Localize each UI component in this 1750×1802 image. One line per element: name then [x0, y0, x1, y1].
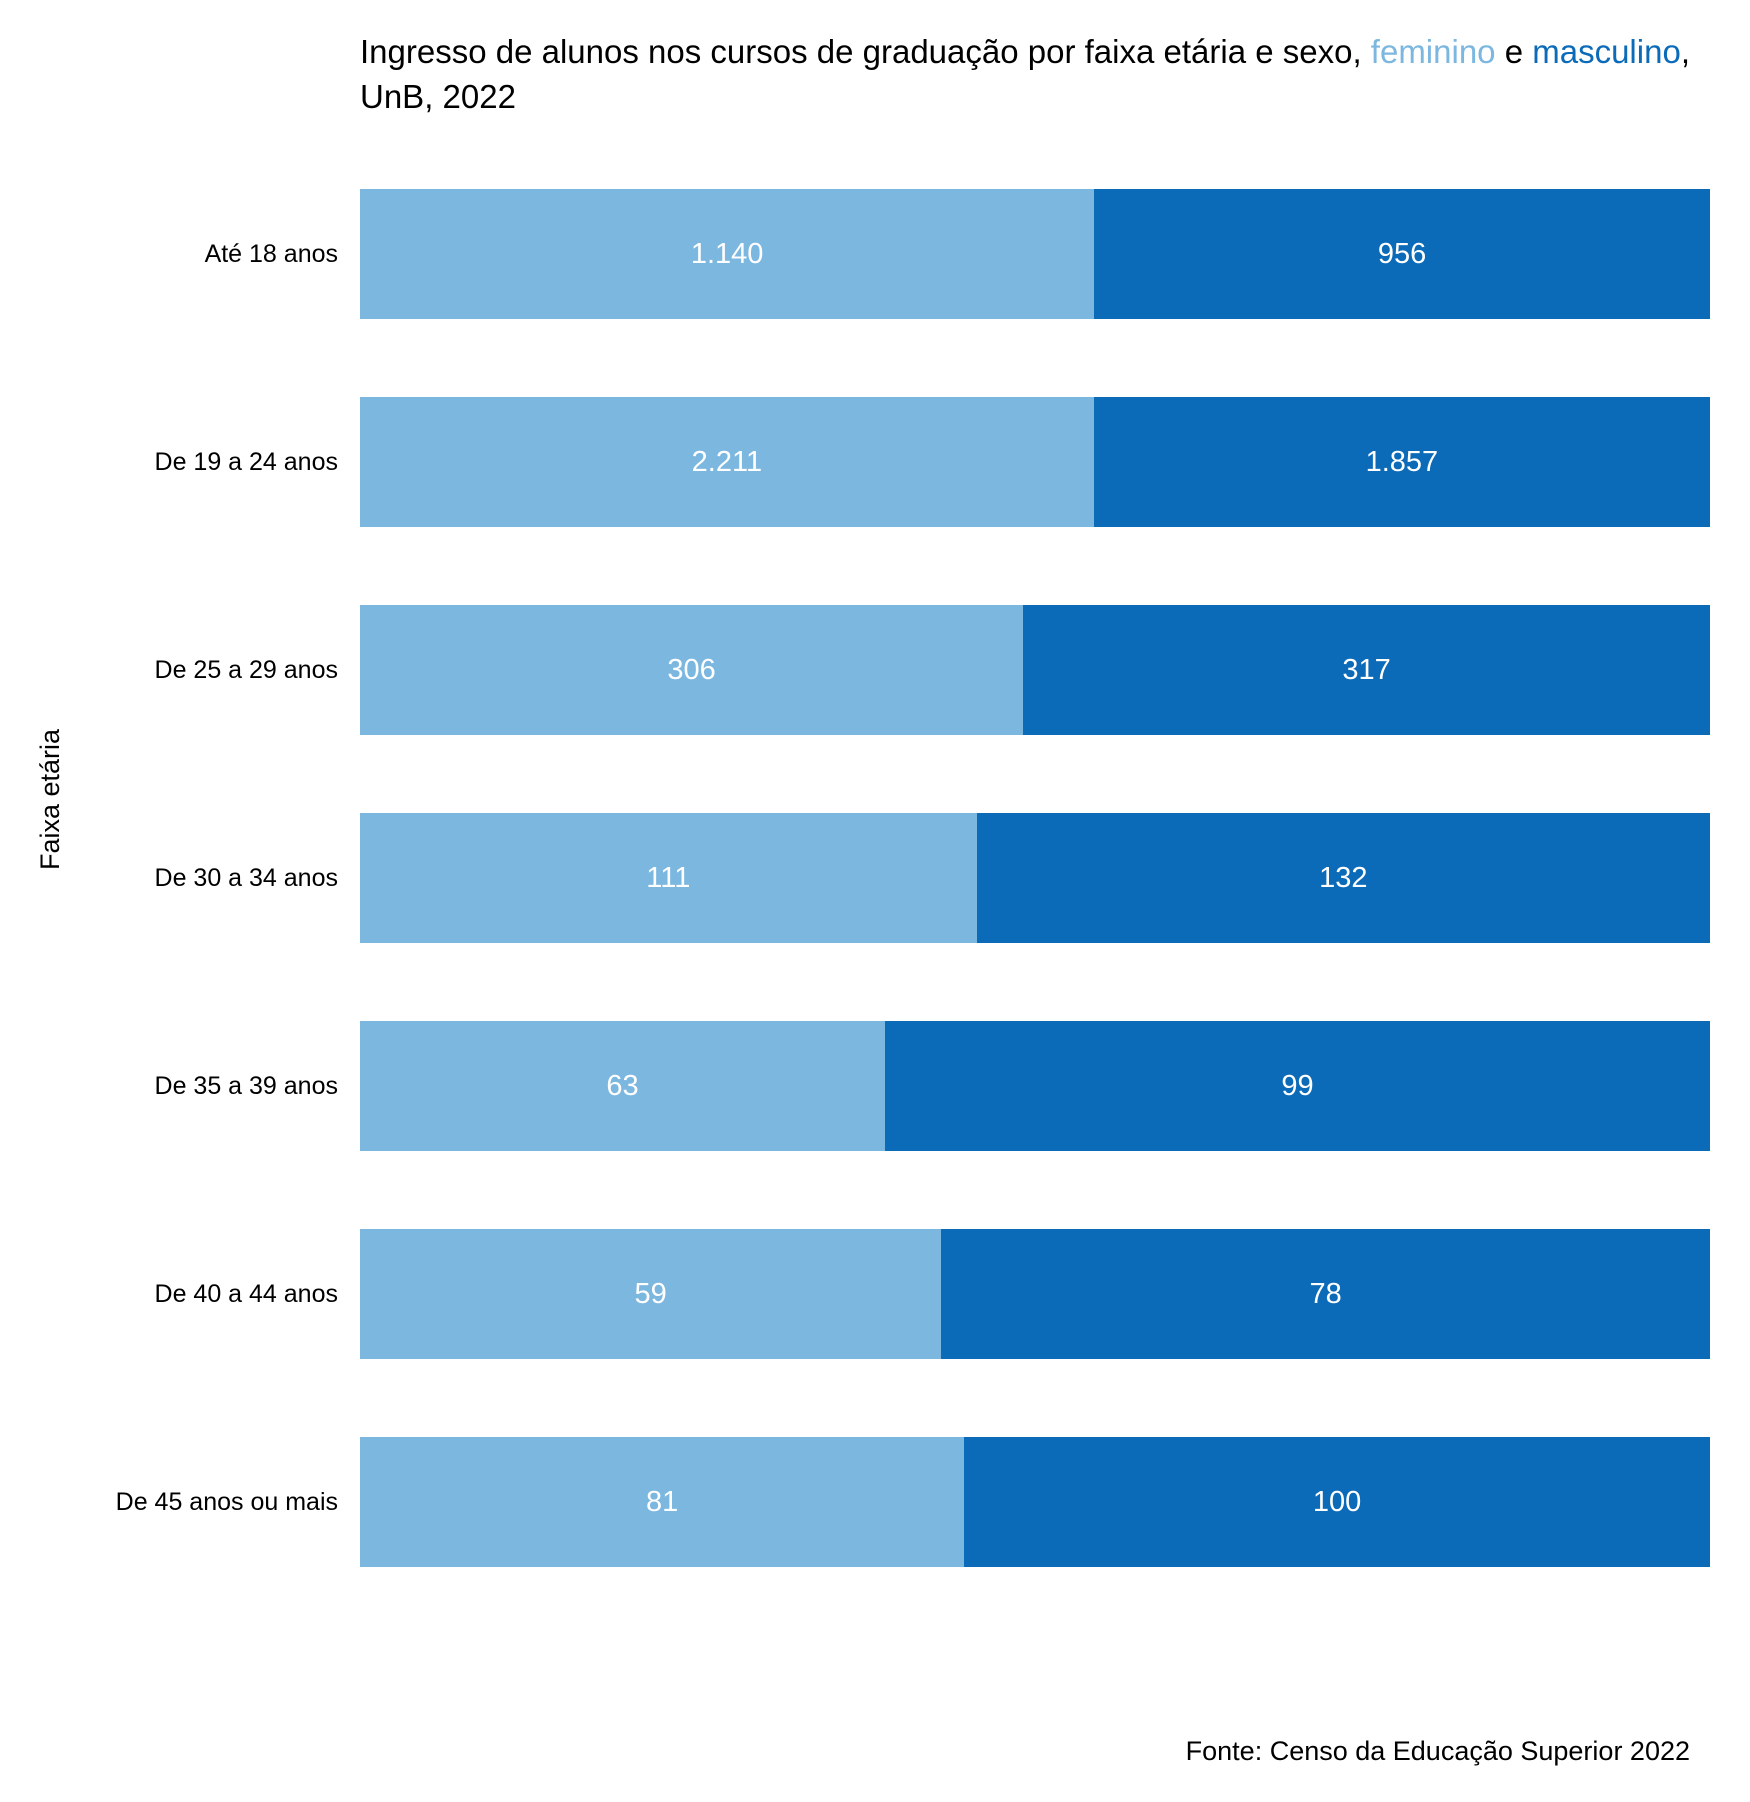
category-label: De 25 a 29 anos	[100, 656, 360, 685]
title-feminino: feminino	[1371, 33, 1496, 70]
bar-track: 111132	[360, 813, 1710, 943]
bar-segment-masculino: 78	[941, 1229, 1710, 1359]
bar-segment-masculino: 100	[964, 1437, 1710, 1567]
bar-segment-feminino: 1.140	[360, 189, 1094, 319]
category-label: De 45 anos ou mais	[100, 1488, 360, 1517]
bar-track: 81100	[360, 1437, 1710, 1567]
bar-track: 306317	[360, 605, 1710, 735]
bar-track: 2.2111.857	[360, 397, 1710, 527]
y-axis-label: Faixa etária	[35, 729, 66, 870]
bar-track: 5978	[360, 1229, 1710, 1359]
category-label: De 40 a 44 anos	[100, 1280, 360, 1309]
category-label: Até 18 anos	[100, 240, 360, 269]
chart-source: Fonte: Censo da Educação Superior 2022	[1186, 1736, 1690, 1767]
bar-segment-masculino: 132	[977, 813, 1710, 943]
title-masculino: masculino	[1532, 33, 1681, 70]
bar-row: Até 18 anos1.140956	[100, 189, 1710, 319]
bar-row: De 40 a 44 anos5978	[100, 1229, 1710, 1359]
bar-segment-masculino: 99	[885, 1021, 1710, 1151]
bar-row: De 25 a 29 anos306317	[100, 605, 1710, 735]
bar-segment-feminino: 306	[360, 605, 1023, 735]
category-label: De 19 a 24 anos	[100, 448, 360, 477]
bar-segment-feminino: 81	[360, 1437, 964, 1567]
chart-container: Ingresso de alunos nos cursos de graduaç…	[0, 0, 1750, 1802]
bar-segment-feminino: 59	[360, 1229, 941, 1359]
bar-segment-feminino: 2.211	[360, 397, 1094, 527]
bar-track: 6399	[360, 1021, 1710, 1151]
bar-segment-feminino: 111	[360, 813, 977, 943]
bar-row: De 30 a 34 anos111132	[100, 813, 1710, 943]
title-text-prefix: Ingresso de alunos nos cursos de graduaç…	[360, 33, 1371, 70]
bar-segment-masculino: 956	[1094, 189, 1710, 319]
category-label: De 30 a 34 anos	[100, 864, 360, 893]
bar-track: 1.140956	[360, 189, 1710, 319]
bar-row: De 45 anos ou mais81100	[100, 1437, 1710, 1567]
bar-row: De 19 a 24 anos2.2111.857	[100, 397, 1710, 527]
category-label: De 35 a 39 anos	[100, 1072, 360, 1101]
bar-segment-feminino: 63	[360, 1021, 885, 1151]
bars-area: Até 18 anos1.140956De 19 a 24 anos2.2111…	[100, 189, 1710, 1567]
chart-title: Ingresso de alunos nos cursos de graduaç…	[360, 30, 1710, 119]
bar-segment-masculino: 317	[1023, 605, 1710, 735]
bar-row: De 35 a 39 anos6399	[100, 1021, 1710, 1151]
bar-segment-masculino: 1.857	[1094, 397, 1710, 527]
title-conj: e	[1496, 33, 1533, 70]
